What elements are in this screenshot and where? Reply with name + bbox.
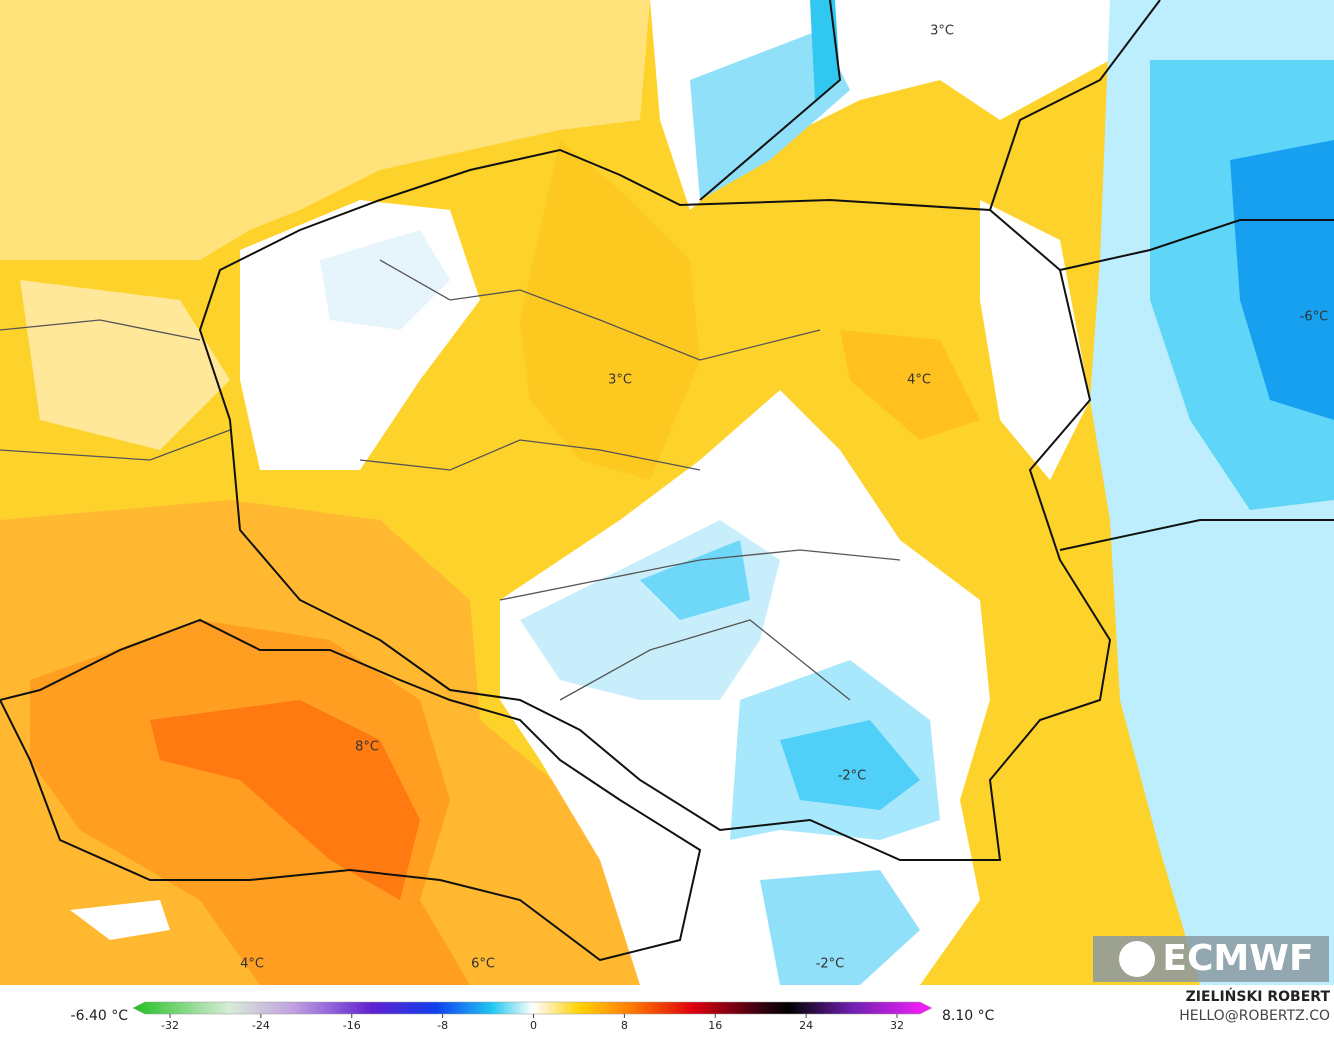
colorbar-ticks: -32 -24 -16 -8 0 8 16 24 32	[161, 1014, 904, 1032]
temp-label: 4°C	[907, 373, 931, 388]
tick-label: -16	[343, 1019, 361, 1032]
tick-label: 32	[890, 1019, 904, 1032]
map-labels: 3°C -6°C 3°C 4°C 8°C -2°C 4°C 6°C -2°C	[240, 24, 1328, 972]
tick-label: -24	[252, 1019, 270, 1032]
tick-label: 24	[799, 1019, 813, 1032]
poland-border	[198, 148, 1112, 861]
tick-label: 8	[621, 1019, 628, 1032]
colorbar	[132, 1001, 933, 1015]
tick-label: -32	[161, 1019, 179, 1032]
tick-label: 0	[530, 1019, 537, 1032]
logo: ECMWF	[1093, 936, 1329, 982]
tick-label: -8	[437, 1019, 448, 1032]
email: HELLO@ROBERTZ.CO	[1179, 1008, 1330, 1024]
temp-label: 3°C	[930, 24, 954, 39]
czech-border	[0, 618, 702, 962]
temp-label: -2°C	[816, 957, 845, 972]
temp-label: -6°C	[1300, 310, 1329, 325]
colorbar-min: -6.40 °C	[71, 1008, 129, 1024]
map	[0, 0, 1334, 985]
temp-label: 8°C	[355, 740, 379, 755]
ukraine-border	[1059, 519, 1334, 551]
author: ZIELIŃSKI ROBERT	[1186, 987, 1331, 1005]
belarus-border	[1059, 219, 1334, 271]
temp-label: 4°C	[240, 957, 264, 972]
logo-text: ECMWF	[1162, 938, 1313, 979]
lithuania-border	[989, 0, 1161, 211]
temp-label: -2°C	[838, 769, 867, 784]
tick-label: 16	[708, 1019, 722, 1032]
temp-label: 3°C	[608, 373, 632, 388]
colorbar-max: 8.10 °C	[942, 1008, 995, 1024]
temp-label: 6°C	[471, 957, 495, 972]
kaliningrad-border	[699, 0, 842, 201]
